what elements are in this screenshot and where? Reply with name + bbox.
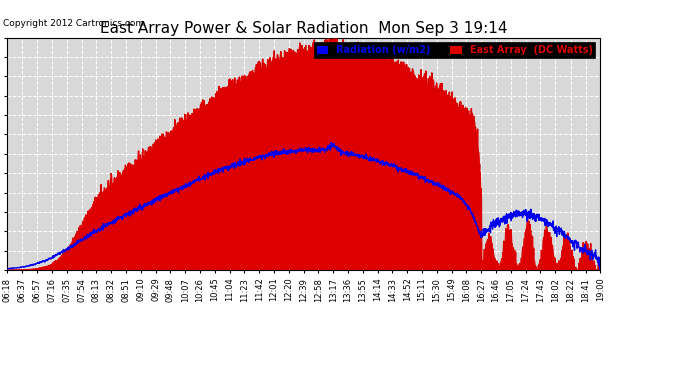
Title: East Array Power & Solar Radiation  Mon Sep 3 19:14: East Array Power & Solar Radiation Mon S… (100, 21, 507, 36)
Legend: Radiation (w/m2), East Array  (DC Watts): Radiation (w/m2), East Array (DC Watts) (314, 42, 595, 58)
Text: Copyright 2012 Cartronics.com: Copyright 2012 Cartronics.com (3, 19, 145, 28)
